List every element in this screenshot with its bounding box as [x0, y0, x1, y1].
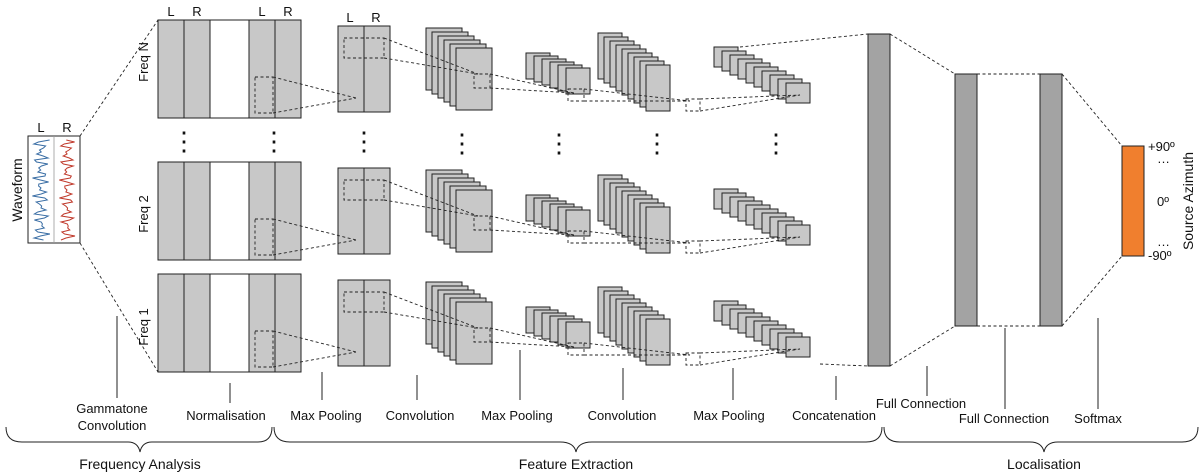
- freq-row-n: [158, 20, 810, 118]
- pool3-feature-map: [786, 337, 810, 357]
- ellipsis-conv2: ⋮: [644, 128, 670, 158]
- azimuth-axis-label: Source Azimuth: [1180, 152, 1196, 250]
- gammatone-right-block: [184, 274, 210, 372]
- waveform-right-label: R: [62, 120, 71, 135]
- gammatone-label-line1: Gammatone: [76, 401, 148, 416]
- ellipsis-conv1: ⋮: [449, 128, 475, 158]
- azimuth-axis: +90º … 0º … -90º Source Azimuth: [1148, 139, 1196, 263]
- normalisation-label: Normalisation: [186, 408, 265, 423]
- gammatone-left-label: L: [167, 4, 174, 19]
- full-connection-layer-1: [955, 74, 977, 326]
- normalised-right-block: [275, 274, 301, 372]
- pool2-feature-map: [566, 68, 590, 94]
- convolution-1-label: Convolution: [386, 408, 455, 423]
- gammatone-right-block: [184, 162, 210, 260]
- pooling-left-label: L: [346, 10, 353, 25]
- gammatone-right-label: R: [192, 4, 201, 19]
- localisation-label: Localisation: [1007, 456, 1081, 472]
- freq-band-1-label: Freq 1: [136, 308, 151, 346]
- gammatone-right-block: [184, 20, 210, 118]
- conv2-feature-map: [646, 319, 670, 365]
- freq-band-2-label: Freq 2: [136, 195, 151, 233]
- section-braces: Frequency Analysis Feature Extraction Lo…: [6, 427, 1198, 472]
- freq-row-1: [158, 274, 810, 372]
- pool2-feature-map: [566, 322, 590, 348]
- pooling-right-label: R: [371, 10, 380, 25]
- normalisation-gap: [210, 20, 249, 118]
- normalised-left-block: [249, 20, 275, 118]
- pool3-feature-map: [786, 225, 810, 245]
- feature-extraction-brace: [274, 427, 882, 452]
- concatenation-layer: [868, 34, 890, 366]
- max-pooling-2-label: Max Pooling: [481, 408, 553, 423]
- ellipsis-pooling3: ⋮: [763, 128, 789, 158]
- concatenation-label: Concatenation: [792, 408, 876, 423]
- row-ellipses: ⋮ ⋮ ⋮ ⋮ ⋮ ⋮ ⋮: [171, 126, 789, 158]
- full-connection-layer-2: [1040, 74, 1062, 326]
- full-connection-2-label: Full Connection: [959, 411, 1049, 426]
- ellipsis-pooling1: ⋮: [351, 126, 377, 156]
- softmax-output-layer: [1122, 146, 1144, 256]
- convolution-2-label: Convolution: [588, 408, 657, 423]
- normalised-right-block: [275, 162, 301, 260]
- azimuth-tick-minus90: -90º: [1148, 248, 1172, 263]
- azimuth-tick-zero: 0º: [1157, 194, 1169, 209]
- gammatone-label-line2: Convolution: [78, 418, 147, 433]
- normalised-left-block: [249, 162, 275, 260]
- ellipsis-gammatone: ⋮: [171, 126, 197, 156]
- conv2-feature-map: [646, 207, 670, 253]
- azimuth-tick-ellipsis-lower: …: [1157, 234, 1170, 249]
- pool2-feature-map: [566, 210, 590, 236]
- full-connection-1-label: Full Connection: [876, 396, 966, 411]
- softmax-label: Softmax: [1074, 411, 1122, 426]
- pool3-feature-map: [786, 83, 810, 103]
- ellipsis-normalisation: ⋮: [261, 126, 287, 156]
- max-pooling-1-label: Max Pooling: [290, 408, 362, 423]
- frequency-analysis-label: Frequency Analysis: [79, 456, 200, 472]
- normalised-left-block: [249, 274, 275, 372]
- azimuth-tick-ellipsis-upper: …: [1157, 151, 1170, 166]
- gammatone-left-block: [158, 274, 184, 372]
- max-pooling-3-label: Max Pooling: [693, 408, 765, 423]
- stage-labels: Gammatone Convolution Normalisation Max …: [76, 396, 1122, 433]
- waveform-left-label: L: [37, 120, 44, 135]
- normalised-right-block: [275, 20, 301, 118]
- feature-extraction-label: Feature Extraction: [519, 456, 633, 472]
- normalisation-gap: [210, 274, 249, 372]
- conv2-feature-map: [646, 65, 670, 111]
- freq-row-2: [158, 162, 810, 260]
- normalisation-left-label: L: [258, 4, 265, 19]
- waveform-input: Waveform L R: [9, 120, 80, 243]
- freq-band-n-label: Freq N: [136, 42, 151, 82]
- localisation-brace: [884, 427, 1198, 452]
- waveform-label: Waveform: [9, 158, 25, 221]
- gammatone-left-block: [158, 162, 184, 260]
- gammatone-left-block: [158, 20, 184, 118]
- normalisation-gap: [210, 162, 249, 260]
- normalisation-right-label: R: [283, 4, 292, 19]
- frequency-rows: [158, 20, 810, 372]
- ellipsis-pooling2: ⋮: [546, 128, 572, 158]
